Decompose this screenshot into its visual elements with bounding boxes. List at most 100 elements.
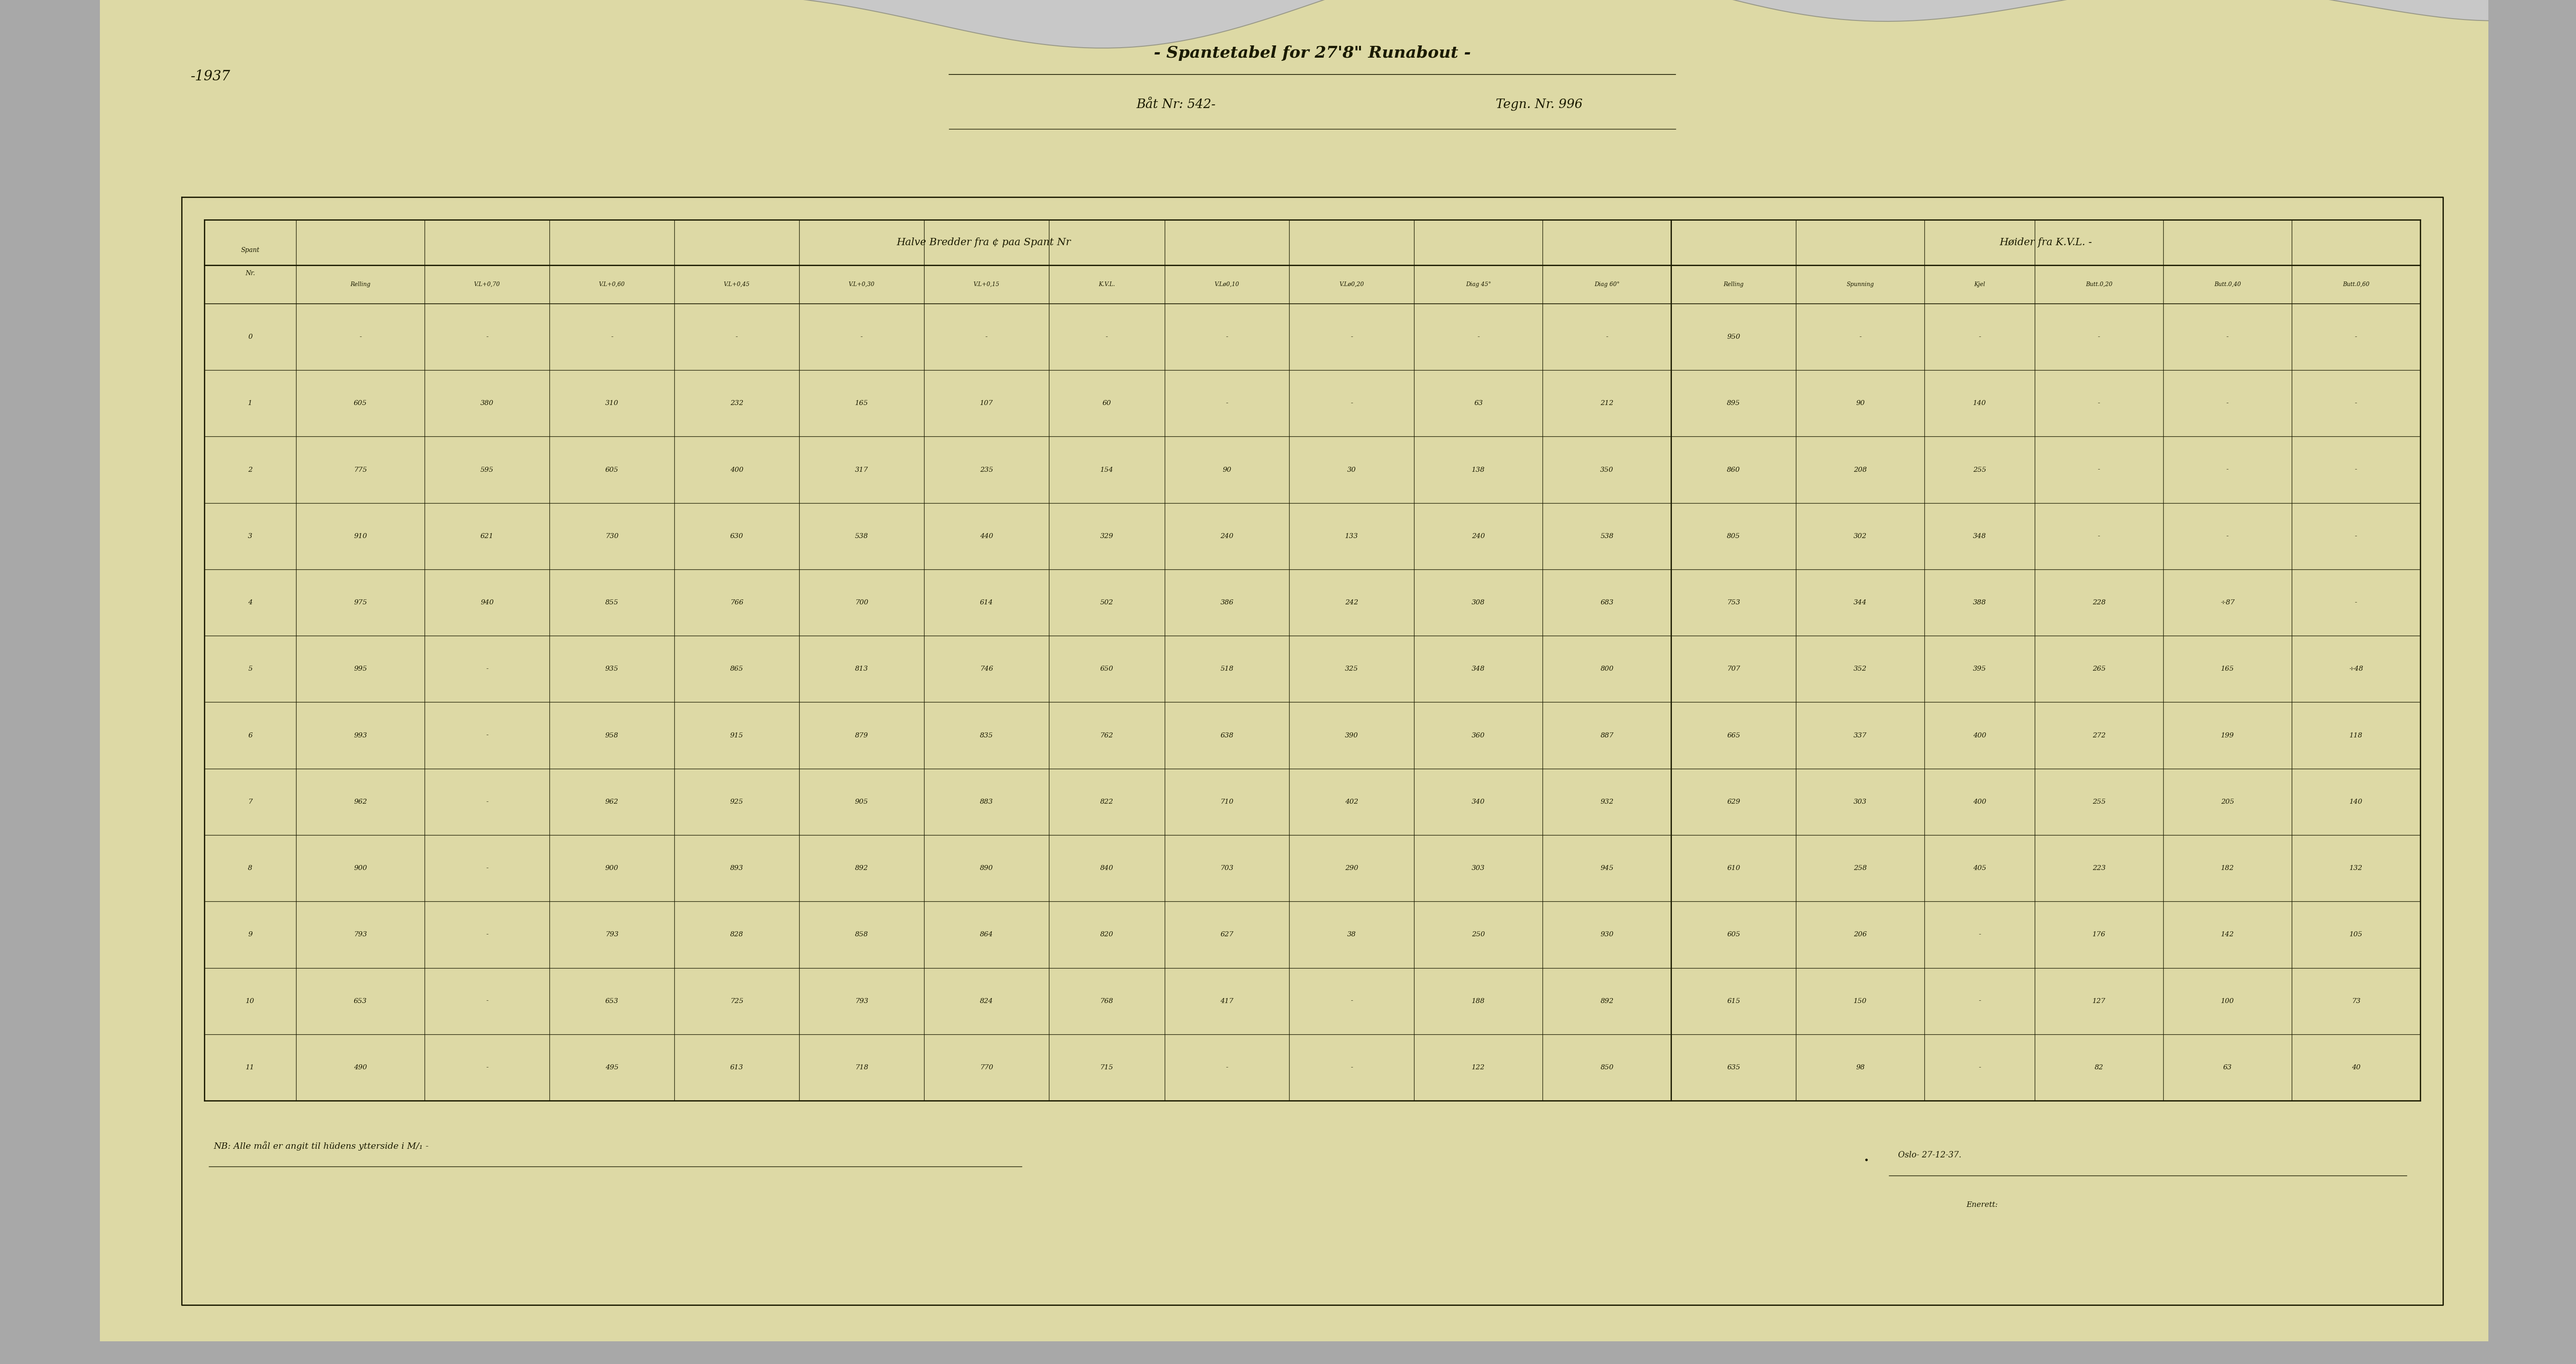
Text: 40: 40 bbox=[2352, 1064, 2360, 1071]
Text: 864: 864 bbox=[979, 932, 994, 938]
Text: 150: 150 bbox=[1855, 998, 1868, 1004]
Text: 242: 242 bbox=[1345, 599, 1358, 606]
Text: 766: 766 bbox=[729, 599, 744, 606]
Text: 621: 621 bbox=[479, 533, 495, 539]
Text: 703: 703 bbox=[1221, 865, 1234, 872]
Text: 915: 915 bbox=[729, 732, 744, 738]
Text: -1937: -1937 bbox=[191, 70, 232, 83]
Text: 290: 290 bbox=[1345, 865, 1358, 872]
Text: 890: 890 bbox=[979, 865, 994, 872]
Text: 400: 400 bbox=[729, 466, 744, 473]
Text: 753: 753 bbox=[1726, 599, 1741, 606]
Text: 400: 400 bbox=[1973, 732, 1986, 738]
Text: 73: 73 bbox=[2352, 998, 2360, 1004]
Text: 310: 310 bbox=[605, 400, 618, 406]
Text: 133: 133 bbox=[1345, 533, 1358, 539]
Text: 993: 993 bbox=[353, 732, 366, 738]
Text: 118: 118 bbox=[2349, 732, 2362, 738]
Text: 490: 490 bbox=[353, 1064, 366, 1071]
Text: 725: 725 bbox=[729, 998, 744, 1004]
Text: 206: 206 bbox=[1855, 932, 1868, 938]
Text: 858: 858 bbox=[855, 932, 868, 938]
Text: 762: 762 bbox=[1100, 732, 1113, 738]
Text: 255: 255 bbox=[1973, 466, 1986, 473]
Text: 5: 5 bbox=[247, 666, 252, 672]
Text: 265: 265 bbox=[2092, 666, 2105, 672]
Text: 892: 892 bbox=[855, 865, 868, 872]
Text: 127: 127 bbox=[2092, 998, 2105, 1004]
Text: 138: 138 bbox=[1471, 466, 1486, 473]
Text: Spant: Spant bbox=[242, 247, 260, 254]
Text: 2: 2 bbox=[247, 466, 252, 473]
Text: 613: 613 bbox=[729, 1064, 744, 1071]
Text: Nr.: Nr. bbox=[245, 270, 255, 277]
Text: 518: 518 bbox=[1221, 666, 1234, 672]
Text: 595: 595 bbox=[479, 466, 495, 473]
Text: 212: 212 bbox=[1600, 400, 1613, 406]
Text: Relling: Relling bbox=[1723, 281, 1744, 288]
Text: 945: 945 bbox=[1600, 865, 1613, 872]
Text: V.L+0,70: V.L+0,70 bbox=[474, 281, 500, 288]
Text: 683: 683 bbox=[1600, 599, 1613, 606]
Text: 610: 610 bbox=[1726, 865, 1741, 872]
Text: 317: 317 bbox=[855, 466, 868, 473]
Text: 605: 605 bbox=[1726, 932, 1741, 938]
Text: 650: 650 bbox=[1100, 666, 1113, 672]
Text: V.L+0,60: V.L+0,60 bbox=[598, 281, 626, 288]
Text: V.L+0,30: V.L+0,30 bbox=[848, 281, 876, 288]
Text: 793: 793 bbox=[855, 998, 868, 1004]
Text: 417: 417 bbox=[1221, 998, 1234, 1004]
Text: Høider fra K.V.L. -: Høider fra K.V.L. - bbox=[1999, 237, 2092, 247]
Text: 303: 303 bbox=[1471, 865, 1486, 872]
Text: 165: 165 bbox=[2221, 666, 2233, 672]
Text: 718: 718 bbox=[855, 1064, 868, 1071]
Text: 605: 605 bbox=[353, 400, 366, 406]
Text: 805: 805 bbox=[1726, 533, 1741, 539]
Text: 329: 329 bbox=[1100, 533, 1113, 539]
Text: 4: 4 bbox=[247, 599, 252, 606]
Text: 629: 629 bbox=[1726, 799, 1741, 805]
Text: 840: 840 bbox=[1100, 865, 1113, 872]
Text: 6: 6 bbox=[247, 732, 252, 738]
Text: 958: 958 bbox=[605, 732, 618, 738]
Text: Spunning: Spunning bbox=[1847, 281, 1875, 288]
Text: 895: 895 bbox=[1726, 400, 1741, 406]
Text: 122: 122 bbox=[1471, 1064, 1486, 1071]
Text: 627: 627 bbox=[1221, 932, 1234, 938]
Text: ÷87: ÷87 bbox=[2221, 599, 2236, 606]
Text: 154: 154 bbox=[1100, 466, 1113, 473]
Text: 140: 140 bbox=[1973, 400, 1986, 406]
Text: 98: 98 bbox=[1855, 1064, 1865, 1071]
Text: 665: 665 bbox=[1726, 732, 1741, 738]
Text: 835: 835 bbox=[979, 732, 994, 738]
Text: 905: 905 bbox=[855, 799, 868, 805]
Text: 935: 935 bbox=[605, 666, 618, 672]
Text: 8: 8 bbox=[247, 865, 252, 872]
Text: ÷48: ÷48 bbox=[2349, 666, 2362, 672]
Text: 395: 395 bbox=[1973, 666, 1986, 672]
Text: 932: 932 bbox=[1600, 799, 1613, 805]
Text: 142: 142 bbox=[2221, 932, 2233, 938]
Text: 3: 3 bbox=[247, 533, 252, 539]
Text: 380: 380 bbox=[479, 400, 495, 406]
Text: Halve Bredder fra ¢ paa Spant Nr: Halve Bredder fra ¢ paa Spant Nr bbox=[896, 237, 1072, 247]
Text: - Spantetabel for 27'8" Runabout -: - Spantetabel for 27'8" Runabout - bbox=[1154, 45, 1471, 61]
Text: 405: 405 bbox=[1973, 865, 1986, 872]
Text: NB: Alle mål er angit til hüdens ytterside i M/₁ -: NB: Alle mål er angit til hüdens yttersi… bbox=[214, 1142, 428, 1151]
Text: 730: 730 bbox=[605, 533, 618, 539]
Text: 107: 107 bbox=[979, 400, 994, 406]
Text: 182: 182 bbox=[2221, 865, 2233, 872]
Text: 10: 10 bbox=[245, 998, 255, 1004]
Text: 11: 11 bbox=[245, 1064, 255, 1071]
Text: 223: 223 bbox=[2092, 865, 2105, 872]
Text: 615: 615 bbox=[1726, 998, 1741, 1004]
Text: 240: 240 bbox=[1221, 533, 1234, 539]
Text: 205: 205 bbox=[2221, 799, 2233, 805]
Text: 199: 199 bbox=[2221, 732, 2233, 738]
Text: 630: 630 bbox=[729, 533, 744, 539]
Text: 995: 995 bbox=[353, 666, 366, 672]
Text: 635: 635 bbox=[1726, 1064, 1741, 1071]
Text: 9: 9 bbox=[247, 932, 252, 938]
Text: 350: 350 bbox=[1600, 466, 1613, 473]
Text: 925: 925 bbox=[729, 799, 744, 805]
